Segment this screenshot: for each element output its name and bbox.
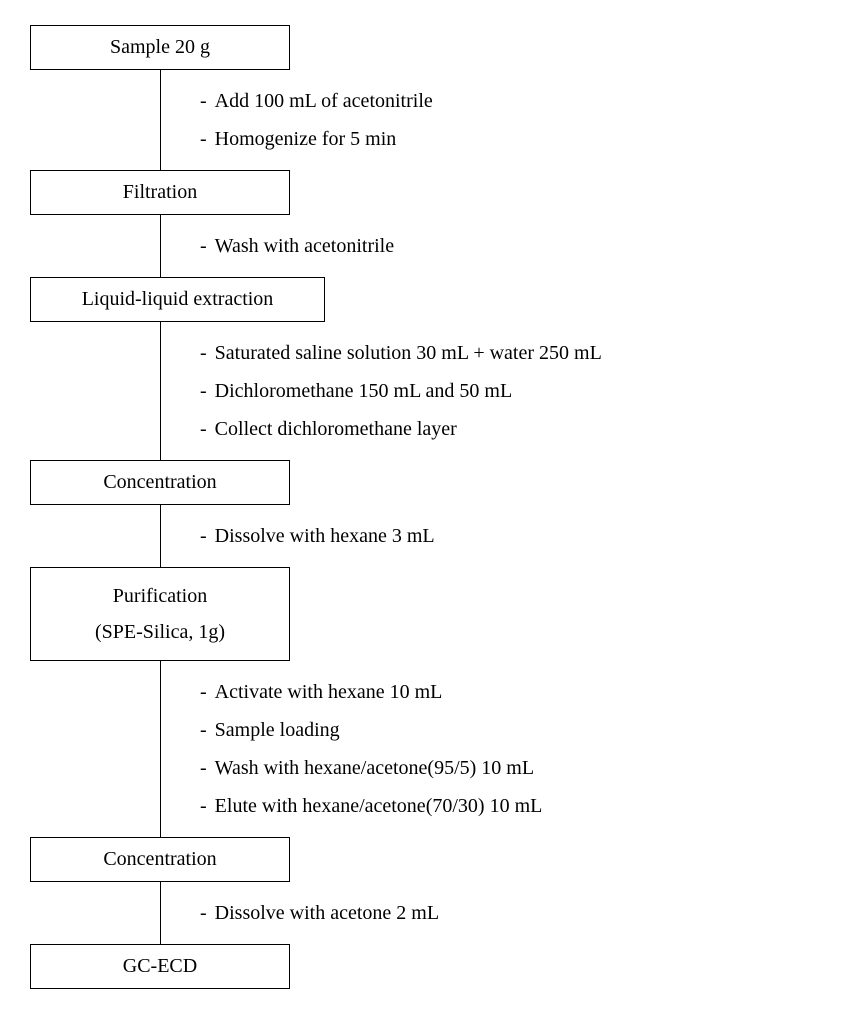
dash-icon: - xyxy=(200,894,207,932)
annotation-item: - Add 100 mL of acetonitrile xyxy=(200,82,815,120)
annotation-text: Activate with hexane 10 mL xyxy=(215,673,443,711)
step-label: Liquid-liquid extraction xyxy=(82,288,274,310)
annotations-group: - Saturated saline solution 30 mL + wate… xyxy=(160,322,815,460)
annotation-text: Saturated saline solution 30 mL + water … xyxy=(215,334,602,372)
step-label-line2: (SPE-Silica, 1g) xyxy=(51,614,269,650)
step-box-concentration-1: Concentration xyxy=(30,460,290,505)
step-box-concentration-2: Concentration xyxy=(30,837,290,882)
annotation-text: Homogenize for 5 min xyxy=(215,120,397,158)
annotation-item: - Collect dichloromethane layer xyxy=(200,410,815,448)
annotation-item: - Saturated saline solution 30 mL + wate… xyxy=(200,334,815,372)
annotation-text: Dichloromethane 150 mL and 50 mL xyxy=(215,372,513,410)
step-label: Sample 20 g xyxy=(110,36,210,58)
annotation-item: - Dichloromethane 150 mL and 50 mL xyxy=(200,372,815,410)
annotation-item: - Wash with hexane/acetone(95/5) 10 mL xyxy=(200,749,815,787)
flowchart-container: Sample 20 g - Add 100 mL of acetonitrile… xyxy=(30,25,815,989)
step-box-gcecd: GC-ECD xyxy=(30,944,290,989)
annotation-item: - Sample loading xyxy=(200,711,815,749)
annotations-group: - Activate with hexane 10 mL - Sample lo… xyxy=(160,661,815,837)
annotation-text: Wash with hexane/acetone(95/5) 10 mL xyxy=(215,749,534,787)
dash-icon: - xyxy=(200,82,207,120)
annotation-text: Dissolve with acetone 2 mL xyxy=(215,894,439,932)
connector-section: - Activate with hexane 10 mL - Sample lo… xyxy=(160,661,815,837)
annotations-group: - Dissolve with acetone 2 mL xyxy=(160,882,815,944)
dash-icon: - xyxy=(200,120,207,158)
dash-icon: - xyxy=(200,227,207,265)
annotation-item: - Wash with acetonitrile xyxy=(200,227,815,265)
step-label: Filtration xyxy=(123,181,197,203)
annotation-text: Elute with hexane/acetone(70/30) 10 mL xyxy=(215,787,543,825)
connector-section: - Wash with acetonitrile xyxy=(160,215,815,277)
dash-icon: - xyxy=(200,787,207,825)
annotation-text: Dissolve with hexane 3 mL xyxy=(215,517,435,555)
connector-section: - Dissolve with hexane 3 mL xyxy=(160,505,815,567)
step-box-extraction: Liquid-liquid extraction xyxy=(30,277,325,322)
step-label: Concentration xyxy=(103,471,216,493)
step-label-line1: Purification xyxy=(51,578,269,614)
dash-icon: - xyxy=(200,372,207,410)
annotation-item: - Dissolve with acetone 2 mL xyxy=(200,894,815,932)
step-label: Concentration xyxy=(103,848,216,870)
dash-icon: - xyxy=(200,334,207,372)
annotation-text: Collect dichloromethane layer xyxy=(215,410,457,448)
dash-icon: - xyxy=(200,673,207,711)
annotations-group: - Add 100 mL of acetonitrile - Homogeniz… xyxy=(160,70,815,170)
annotation-text: Add 100 mL of acetonitrile xyxy=(215,82,433,120)
annotation-item: - Homogenize for 5 min xyxy=(200,120,815,158)
connector-section: - Add 100 mL of acetonitrile - Homogeniz… xyxy=(160,70,815,170)
annotation-item: - Elute with hexane/acetone(70/30) 10 mL xyxy=(200,787,815,825)
annotation-item: - Activate with hexane 10 mL xyxy=(200,673,815,711)
annotation-text: Sample loading xyxy=(215,711,340,749)
step-box-purification: Purification (SPE-Silica, 1g) xyxy=(30,567,290,661)
annotation-item: - Dissolve with hexane 3 mL xyxy=(200,517,815,555)
annotations-group: - Wash with acetonitrile xyxy=(160,215,815,277)
step-box-filtration: Filtration xyxy=(30,170,290,215)
annotation-text: Wash with acetonitrile xyxy=(215,227,394,265)
step-label: GC-ECD xyxy=(123,955,197,977)
dash-icon: - xyxy=(200,749,207,787)
dash-icon: - xyxy=(200,517,207,555)
connector-section: - Dissolve with acetone 2 mL xyxy=(160,882,815,944)
step-box-sample: Sample 20 g xyxy=(30,25,290,70)
connector-section: - Saturated saline solution 30 mL + wate… xyxy=(160,322,815,460)
dash-icon: - xyxy=(200,410,207,448)
annotations-group: - Dissolve with hexane 3 mL xyxy=(160,505,815,567)
dash-icon: - xyxy=(200,711,207,749)
